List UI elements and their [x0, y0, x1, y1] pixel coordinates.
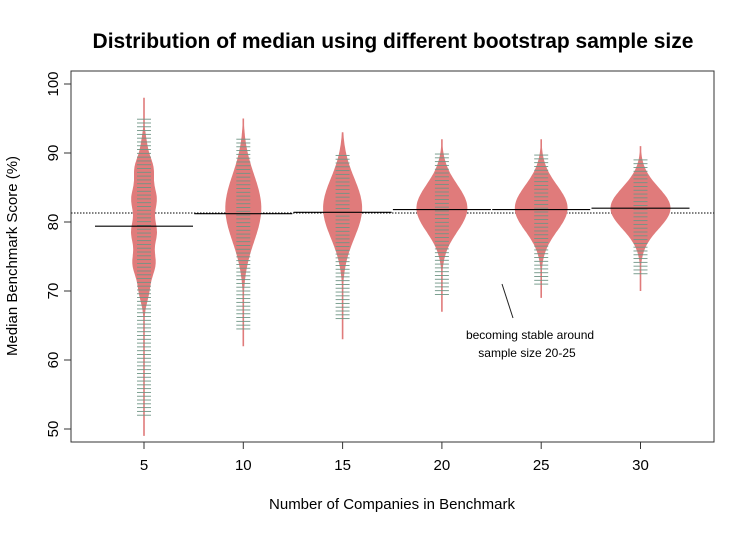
annotation-line-2: sample size 20-25: [478, 346, 576, 360]
x-tick-label: 30: [632, 457, 649, 474]
x-axis-label: Number of Companies in Benchmark: [269, 496, 515, 513]
chart-title: Distribution of median using different b…: [93, 30, 694, 53]
bean-10: [225, 118, 262, 347]
x-tick-label: 5: [140, 457, 148, 474]
bean-30: [610, 146, 671, 291]
plot-frame: [70, 70, 715, 443]
y-tick-label: 90: [45, 145, 62, 162]
x-tick-label: 25: [533, 457, 550, 474]
y-tick-label: 70: [45, 283, 62, 300]
bean-20: [416, 139, 468, 312]
bean-15: [323, 132, 363, 340]
y-tick-label: 50: [45, 421, 62, 438]
annotation: becoming stable around sample size 20-25: [466, 283, 594, 360]
y-tick-label: 100: [45, 71, 62, 96]
y-axis-label: Median Benchmark Score (%): [4, 156, 21, 356]
x-tick-label: 20: [434, 457, 451, 474]
y-tick-label: 80: [45, 214, 62, 231]
annotation-pointer: [501, 283, 514, 319]
x-tick-label: 15: [334, 457, 351, 474]
annotation-line-1: becoming stable around: [466, 328, 594, 342]
bean-25: [514, 139, 568, 298]
y-tick-label: 60: [45, 352, 62, 369]
x-tick-label: 10: [235, 457, 252, 474]
